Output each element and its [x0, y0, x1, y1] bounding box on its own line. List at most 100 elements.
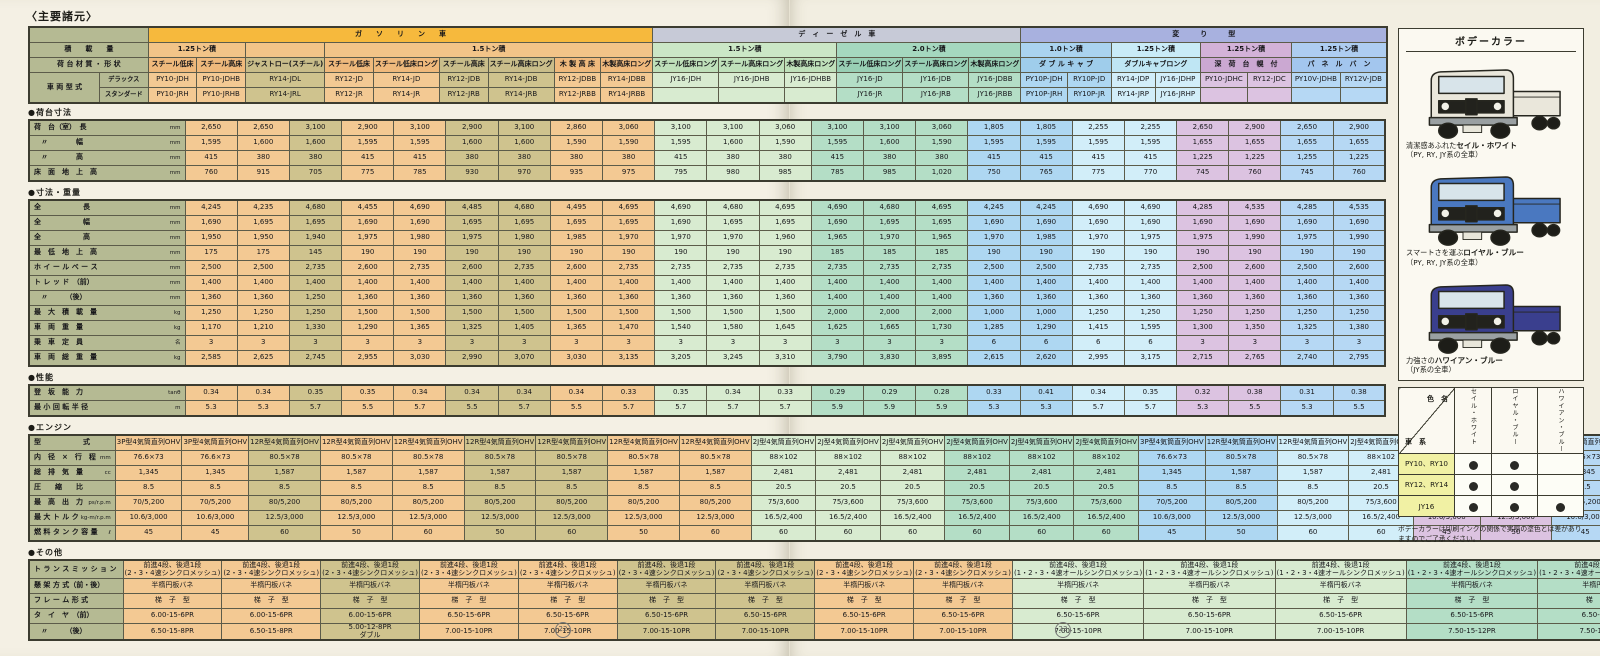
spec-value: 5.5	[341, 400, 395, 417]
spec-value: 75/3,600	[1073, 495, 1139, 511]
spec-value: 6.50-15-6PR	[913, 608, 1013, 624]
spec-value: 7.50-15-12PR	[1405, 623, 1539, 641]
specifications-table-area: ガ ソ リ ン 車デ ィ ー ゼ ル 車変 り 型積 載 量 1.25トン積 1.5…	[28, 26, 1600, 643]
spec-value: 2,500	[1019, 260, 1073, 276]
spec-value: 0.28	[915, 384, 969, 401]
spec-value: 0.38	[1228, 384, 1282, 401]
bed-material-header: スチール低床ロング	[836, 57, 904, 73]
spec-value: 20.5	[815, 480, 881, 496]
spec-value: 60	[944, 525, 1010, 542]
spec-value: 4,495	[549, 199, 604, 216]
bed-material-header: 木製高床ロング	[784, 57, 838, 73]
spec-value: 2,740	[1280, 350, 1334, 367]
spec-value: 1,587	[607, 465, 680, 481]
spec-value: 1,587	[391, 465, 465, 481]
spec-value: 380	[862, 150, 917, 166]
page-title: 〈主要諸元〉	[26, 10, 98, 23]
spec-value: 2J型4気筒直列OHV	[750, 434, 817, 451]
spec-value: 4,285	[1280, 199, 1334, 216]
spec-value: 1,970	[654, 230, 708, 246]
spec-value: 2,900	[1332, 119, 1386, 136]
spec-value: 前進4段、後退1段 (2・3・4速シンクロメッシュ)	[814, 559, 915, 579]
spec-value: 1,380	[1332, 320, 1386, 336]
spec-value: 16.5/2,400	[815, 510, 881, 526]
spec-value: 3	[1280, 335, 1334, 351]
model-code-deluxe: PY10-JDH	[147, 72, 198, 88]
spec-value: 5.7	[1071, 400, 1125, 417]
spec-value: 1,400	[706, 275, 760, 291]
spec-value: 1,595	[1019, 135, 1073, 151]
spec-value: 1,587	[535, 465, 609, 481]
model-code-deluxe: RY12-JDBB	[553, 72, 602, 88]
spec-value: 半楕円板バネ	[1011, 578, 1145, 594]
tonnage-header	[245, 42, 326, 58]
spec-value: 1,325	[445, 320, 499, 336]
spec-value: 1,655	[1176, 135, 1230, 151]
section-title: ●性能	[28, 373, 54, 382]
spec-value: 0.34	[1071, 384, 1125, 401]
spec-value: 1,360	[549, 290, 604, 306]
spec-value: 415	[341, 150, 395, 166]
row-label: 全 高 mm	[28, 230, 186, 246]
spec-value: 76.6×73	[1138, 450, 1206, 466]
spec-value: 6.50-15-8PR	[221, 623, 322, 641]
spec-value: 4,695	[758, 199, 812, 216]
spec-value: 1,655	[1280, 135, 1334, 151]
spec-value: 2,500	[1280, 260, 1334, 276]
spec-value: 8.5	[1138, 480, 1206, 496]
spec-value: 2,000	[915, 305, 969, 321]
spec-value: 60	[535, 525, 609, 542]
availability-dot	[1556, 502, 1565, 512]
spec-value: 8.5	[319, 480, 393, 496]
spec-value: 1,690	[341, 215, 395, 231]
model-code-standard: PY10-JRHB	[196, 87, 247, 104]
spec-value: 1,590	[601, 135, 656, 151]
spec-value: 2,500	[184, 260, 238, 276]
spec-value: 75/3,600	[750, 495, 817, 511]
model-code-deluxe: RY14-JDBB	[600, 72, 654, 88]
spec-value: 4,690	[1071, 199, 1125, 216]
spec-value: 0.33	[758, 384, 812, 401]
spec-value: 5.7	[497, 400, 551, 417]
spec-value: 1,400	[184, 275, 238, 291]
spec-value: 1,695	[862, 215, 917, 231]
spec-value: 12.5/3,000	[535, 510, 609, 526]
spec-value: 190	[393, 245, 447, 261]
spec-value: 1,580	[706, 320, 760, 336]
spec-value: 3,895	[915, 350, 969, 367]
spec-value: 1,360	[497, 290, 551, 306]
spec-value: 梯 子 型	[616, 593, 717, 609]
spec-value: 190	[341, 245, 395, 261]
model-code-standard: RY14-JRB	[487, 87, 555, 104]
spec-value: 1,975	[341, 230, 395, 246]
spec-value: 3,310	[758, 350, 812, 367]
spec-value: 8.5	[391, 480, 465, 496]
spec-value: 1,400	[1228, 275, 1282, 291]
spec-value: 930	[445, 165, 499, 182]
spec-value: 20.5	[1348, 480, 1414, 496]
spec-value: 4,455	[341, 199, 395, 216]
spec-value: 6.00-15-6PR	[320, 608, 420, 624]
spec-value: 1,405	[497, 320, 551, 336]
matrix-availability-cell	[1454, 474, 1492, 497]
matrix-color-header: ロイヤル・ブルー	[1491, 387, 1538, 455]
spec-value: 7.00-15-10PR	[715, 623, 816, 641]
spec-value: 80/5,200	[535, 495, 609, 511]
model-code-deluxe: RY14-JD	[372, 72, 440, 88]
spec-value: 8.5	[181, 480, 250, 496]
spec-value: 380	[915, 150, 969, 166]
spec-value: 梯 子 型	[1143, 593, 1276, 609]
spec-value: 2,715	[1176, 350, 1230, 367]
spec-value: 0.35	[1123, 384, 1178, 401]
spec-value: 2J型4気筒直列OHV	[879, 434, 946, 451]
spec-value: 380	[601, 150, 656, 166]
spec-value: 4,535	[1332, 199, 1386, 216]
model-code-deluxe: PY10V-JDHB	[1291, 72, 1341, 88]
spec-value: 1,365	[549, 320, 604, 336]
row-label: 〃 高 mm	[28, 150, 186, 166]
spec-value: 1,170	[184, 320, 238, 336]
spec-value: 1,345	[114, 465, 183, 481]
bed-material-header: スチール高床	[196, 57, 247, 73]
row-label: 最 低 地 上 高 mm	[28, 245, 186, 261]
spec-value: 785	[393, 165, 447, 182]
